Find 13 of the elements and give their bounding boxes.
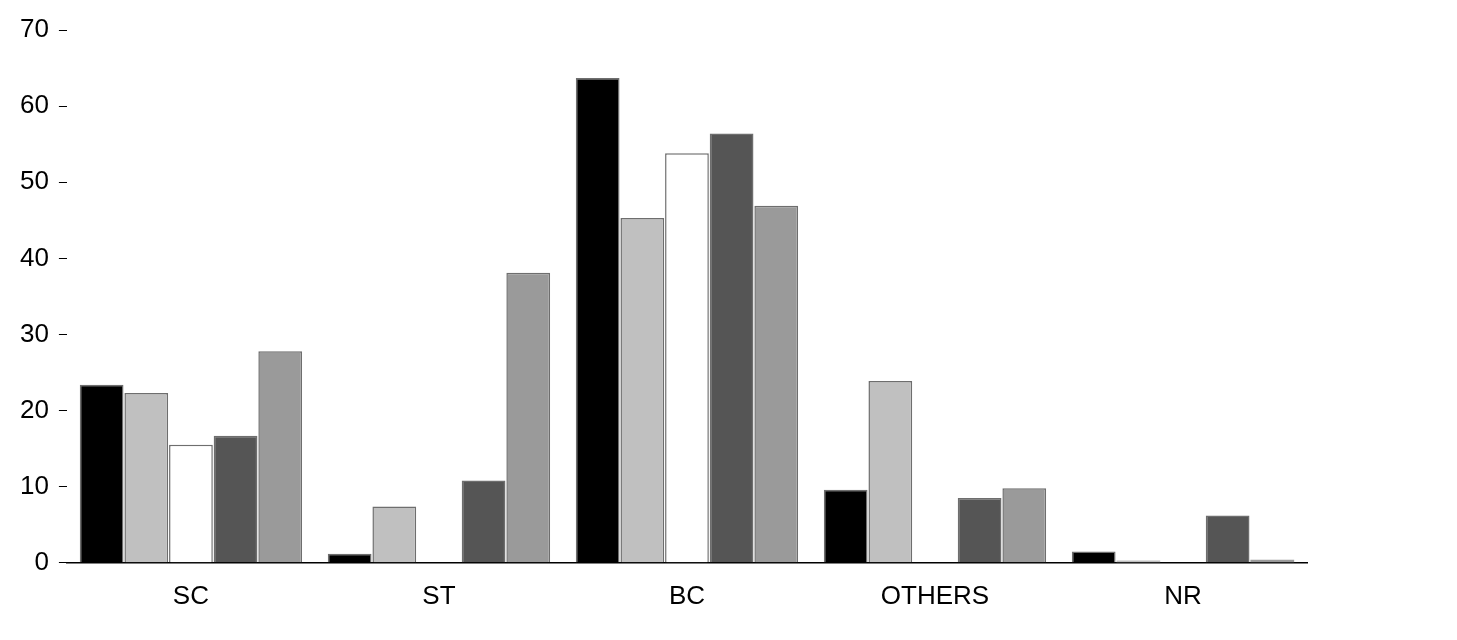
x-tick-label: SC <box>172 579 209 610</box>
y-tick-label: 10 <box>20 469 49 500</box>
x-tick-label: ST <box>422 579 456 610</box>
x-tick-label: OTHERS <box>880 579 990 610</box>
x-tick-label: NR <box>1164 579 1202 610</box>
y-tick-label: 60 <box>20 89 49 120</box>
y-tick-label: 30 <box>20 317 49 348</box>
y-tick-label: 70 <box>20 13 49 44</box>
y-tick-label: 0 <box>34 545 49 576</box>
x-tick-label: BC <box>668 579 706 610</box>
y-tick-label: 40 <box>20 241 49 272</box>
y-tick-label: 50 <box>20 165 49 196</box>
y-tick-label: 20 <box>20 393 49 424</box>
